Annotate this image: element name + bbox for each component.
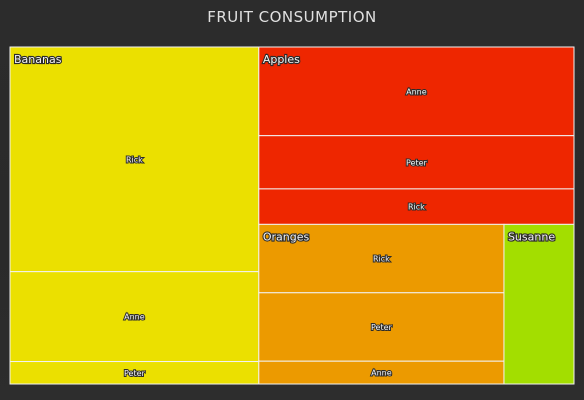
group-label: Apples	[263, 53, 300, 66]
group-susanne[interactable]: Susanne	[503, 223, 575, 385]
chart-title: FRUIT CONSUMPTION	[207, 8, 377, 26]
cell-label: Peter	[371, 323, 393, 332]
cell-label: Rick	[126, 155, 143, 164]
group-apples[interactable]: Anne Peter Rick Apples	[258, 46, 575, 225]
group-label: Bananas	[14, 53, 62, 66]
cell-label: Anne	[371, 369, 392, 378]
group-bananas[interactable]: Rick Anne Peter Bananas	[9, 46, 260, 385]
cell-label: Peter	[124, 369, 146, 378]
cell-rect[interactable]	[503, 223, 575, 385]
cell-label: Rick	[408, 203, 425, 212]
group-label: Oranges	[263, 230, 310, 243]
group-label: Susanne	[508, 230, 555, 243]
group-oranges[interactable]: Rick Peter Anne Oranges	[258, 223, 505, 385]
cell-label: Peter	[406, 158, 428, 167]
cell-label: Rick	[373, 255, 390, 264]
cell-label: Anne	[406, 87, 427, 96]
cell-rect[interactable]	[258, 292, 505, 362]
cell-label: Anne	[124, 313, 145, 322]
